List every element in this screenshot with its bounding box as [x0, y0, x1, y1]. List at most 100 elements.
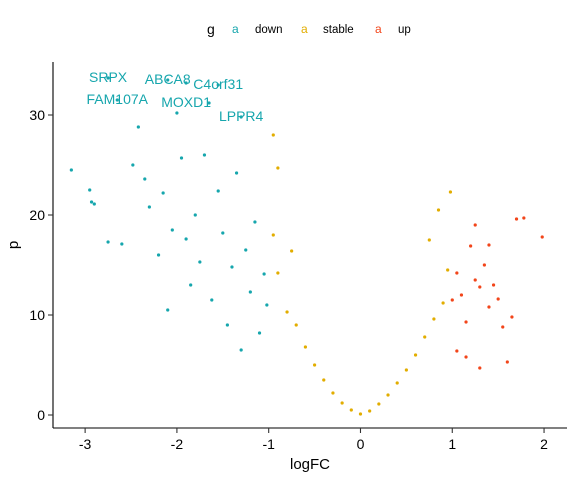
point-stable-18: [432, 317, 435, 320]
point-down-5: [120, 242, 123, 245]
point-down-22: [221, 231, 224, 234]
point-up-16: [541, 235, 544, 238]
y-tick-label-0: 0: [37, 407, 45, 423]
point-stable-4: [304, 345, 307, 348]
point-down-9: [143, 177, 146, 180]
point-up-13: [510, 315, 513, 318]
point-down-25: [235, 171, 238, 174]
point-stable-3: [295, 323, 298, 326]
x-tick-label-1: -2: [171, 436, 184, 452]
point-down-29: [253, 220, 256, 223]
gene-label-abca8: ABCA8: [145, 71, 191, 87]
point-up-0: [451, 298, 454, 301]
point-stable-24: [290, 249, 293, 252]
point-down-26: [240, 348, 243, 351]
x-tick-label-0: -3: [79, 436, 92, 452]
gene-label-lppr4: LPPR4: [219, 108, 264, 124]
point-up-17: [464, 355, 467, 358]
point-stable-11: [368, 409, 371, 412]
point-down-16: [189, 283, 192, 286]
point-up-14: [515, 217, 518, 220]
point-up-18: [478, 366, 481, 369]
point-down-30: [258, 331, 261, 334]
point-down-4: [106, 240, 109, 243]
point-down-2: [90, 200, 93, 203]
point-stable-14: [396, 381, 399, 384]
legend-title: g: [207, 21, 215, 37]
point-down-32: [265, 303, 268, 306]
point-down-14: [180, 156, 183, 159]
point-down-40: [175, 111, 178, 114]
point-stable-17: [423, 335, 426, 338]
point-down-13: [171, 228, 174, 231]
point-stable-10: [359, 412, 362, 415]
legend-key-up: a: [375, 22, 382, 36]
point-down-27: [244, 248, 247, 251]
point-stable-6: [322, 378, 325, 381]
point-down-18: [198, 260, 201, 263]
point-down-31: [263, 272, 266, 275]
point-down-15: [184, 237, 187, 240]
x-axis-ticks: -3 -2 -1 0 1 2: [79, 428, 548, 452]
gene-label-moxd1: MOXD1: [161, 94, 211, 110]
point-stable-19: [441, 301, 444, 304]
point-up-19: [455, 349, 458, 352]
legend-label-stable: stable: [323, 24, 354, 36]
point-up-21: [487, 243, 490, 246]
point-down-28: [249, 290, 252, 293]
point-stable-25: [428, 238, 431, 241]
y-tick-label-2: 20: [29, 207, 45, 223]
point-up-10: [497, 297, 500, 300]
point-down-12: [166, 308, 169, 311]
point-down-0: [70, 168, 73, 171]
x-tick-label-3: 0: [357, 436, 365, 452]
x-axis-title: logFC: [290, 456, 330, 473]
point-stable-15: [405, 368, 408, 371]
point-stable-22: [272, 133, 275, 136]
data-points: [70, 76, 544, 415]
point-stable-9: [350, 408, 353, 411]
point-stable-0: [272, 233, 275, 236]
point-stable-13: [386, 393, 389, 396]
point-stable-16: [414, 353, 417, 356]
point-stable-20: [446, 268, 449, 271]
point-down-7: [131, 163, 134, 166]
point-stable-5: [313, 363, 316, 366]
x-tick-label-4: 1: [448, 436, 456, 452]
legend-label-up: up: [398, 24, 411, 36]
point-up-11: [501, 325, 504, 328]
point-stable-1: [276, 271, 279, 274]
point-down-1: [88, 188, 91, 191]
legend: g a down a stable a up: [207, 21, 411, 37]
point-up-8: [487, 305, 490, 308]
point-down-11: [162, 191, 165, 194]
point-stable-7: [331, 391, 334, 394]
point-down-17: [194, 213, 197, 216]
point-up-3: [464, 320, 467, 323]
point-down-8: [148, 205, 151, 208]
point-down-19: [203, 153, 206, 156]
point-down-3: [93, 202, 96, 205]
point-up-6: [478, 285, 481, 288]
y-axis-ticks: 0 10 20 30: [29, 107, 53, 423]
gene-label-srpx: SRPX: [89, 69, 128, 85]
point-up-9: [492, 283, 495, 286]
x-tick-label-5: 2: [540, 436, 548, 452]
point-up-20: [474, 223, 477, 226]
y-tick-label-1: 10: [29, 307, 45, 323]
point-stable-12: [377, 402, 380, 405]
point-up-2: [460, 293, 463, 296]
point-stable-23: [276, 166, 279, 169]
point-stable-21: [449, 190, 452, 193]
point-up-4: [469, 244, 472, 247]
point-stable-2: [285, 310, 288, 313]
point-up-12: [506, 360, 509, 363]
point-stable-8: [341, 401, 344, 404]
legend-key-down: a: [232, 22, 239, 36]
gene-labels: SRPX ABCA8 C4orf31 FAM107A MOXD1 LPPR4: [87, 69, 264, 124]
point-down-6: [137, 125, 140, 128]
y-axis-title: p: [5, 241, 22, 249]
point-down-24: [230, 265, 233, 268]
point-up-1: [455, 271, 458, 274]
